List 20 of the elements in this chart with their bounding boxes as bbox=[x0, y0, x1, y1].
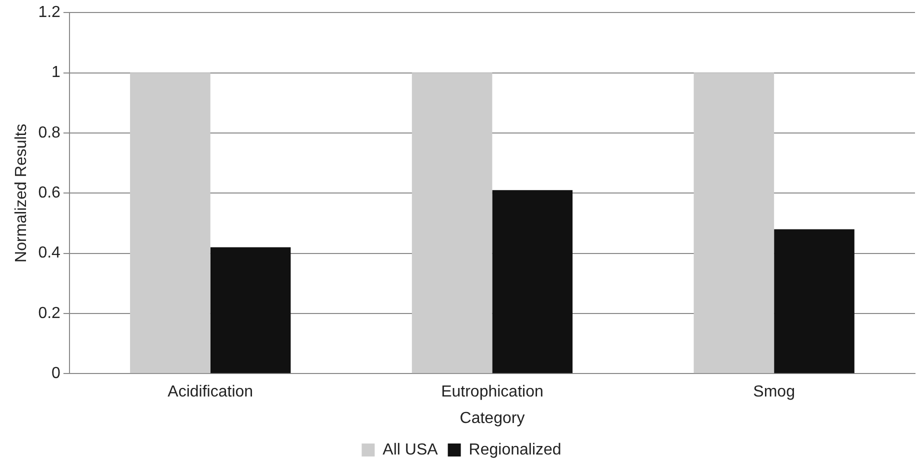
x-tick-label: Eutrophication bbox=[441, 384, 544, 401]
legend-label: All USA bbox=[382, 441, 438, 458]
x-tick-label: Smog bbox=[753, 384, 795, 401]
y-tick-label: 0.8 bbox=[38, 124, 61, 142]
bar bbox=[412, 72, 492, 374]
y-tick-label: 1.2 bbox=[38, 4, 61, 22]
y-tick-label: 0.2 bbox=[38, 304, 61, 322]
y-tick-label: 0 bbox=[52, 365, 61, 382]
bar bbox=[492, 190, 573, 374]
bar bbox=[210, 247, 291, 374]
x-axis-title: Category bbox=[460, 410, 525, 427]
y-tick-label: 1 bbox=[52, 64, 61, 82]
bar bbox=[130, 72, 210, 374]
bar bbox=[694, 72, 774, 374]
y-axis-title: Normalized Results bbox=[13, 124, 30, 262]
y-tick-label: 0.4 bbox=[38, 244, 61, 262]
bar bbox=[774, 229, 854, 374]
y-tick-label: 0.6 bbox=[38, 184, 61, 202]
legend-label: Regionalized bbox=[468, 441, 562, 458]
x-tick-label: Acidification bbox=[168, 384, 254, 401]
